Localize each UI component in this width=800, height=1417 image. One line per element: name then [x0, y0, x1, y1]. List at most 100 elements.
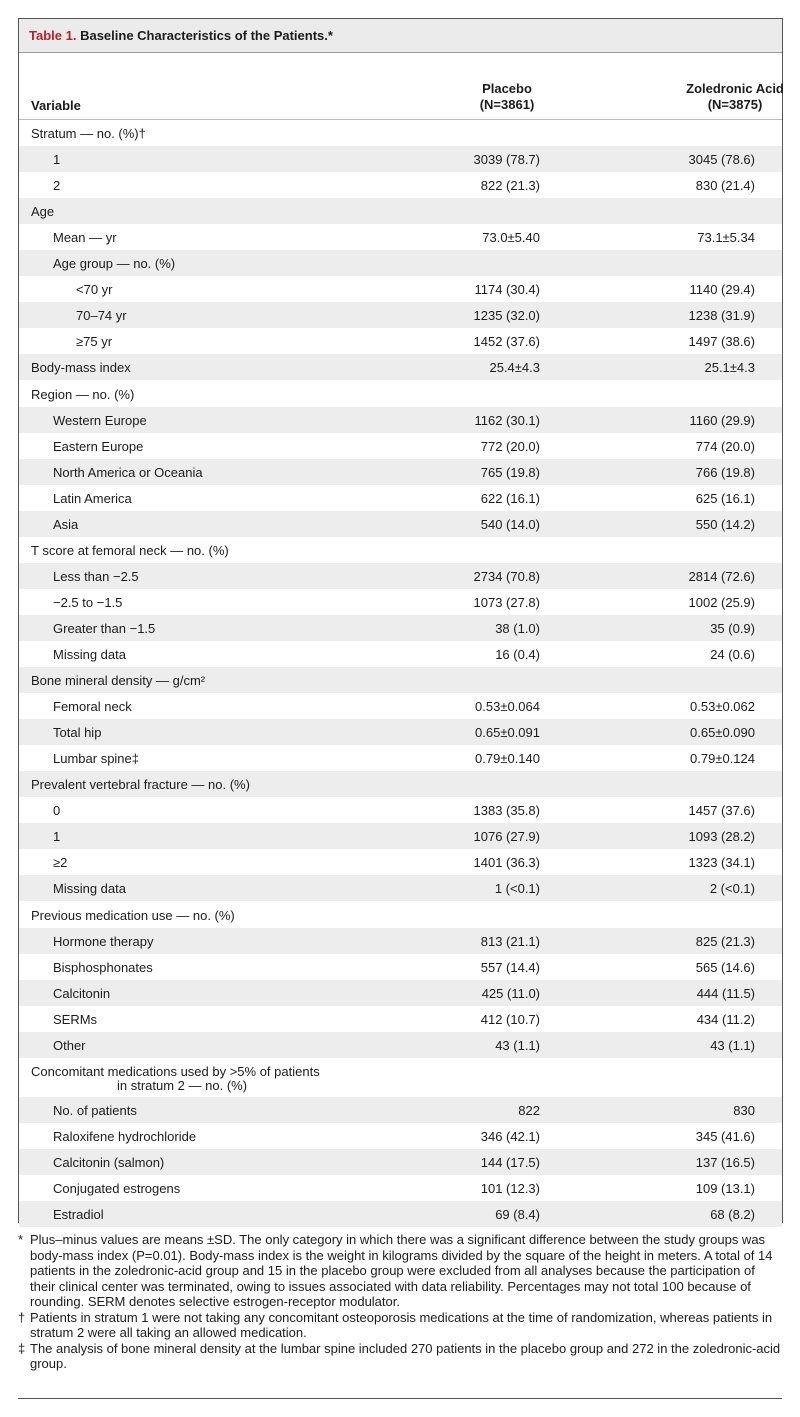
placebo-value: 73.0±5.40 — [482, 230, 540, 246]
zoledronic-value: 434 (11.2) — [696, 1011, 755, 1027]
placebo-value: 822 (21.3) — [480, 178, 540, 194]
placebo-value: 2734 (70.8) — [473, 568, 541, 584]
placebo-value: 0.79±0.140 — [475, 751, 540, 767]
zoledronic-value: 830 (21.4) — [695, 178, 755, 194]
table-row: North America or Oceania 765 (19.8) 766 (1… — [19, 458, 782, 485]
footnote-text: Plus–minus values are means ±SD. The onl… — [30, 1232, 773, 1309]
placebo-value: 346 (42.1) — [480, 1128, 540, 1144]
row-label: Prevalent vertebral fracture — no. (%) — [31, 777, 250, 793]
bottom-rule — [18, 1398, 782, 1399]
row-label: North America or Oceania — [53, 464, 203, 480]
header-variable: Variable — [31, 98, 81, 113]
zoledronic-value: 43 (1.1) — [710, 1037, 755, 1053]
footnote-2: † Patients in stratum 1 were not taking … — [18, 1310, 783, 1341]
table-row: Missing data 16 (0.4) 24 (0.6) — [19, 641, 782, 667]
row-label: Other — [53, 1037, 86, 1053]
placebo-value: 101 (12.3) — [480, 1180, 540, 1196]
footnote-text: The analysis of bone mineral density at … — [30, 1340, 781, 1372]
table-row: Asia 540 (14.0) 550 (14.2) — [19, 510, 782, 537]
footnote-symbol: ‡ — [18, 1340, 26, 1356]
placebo-value: 1162 (30.1) — [474, 412, 540, 428]
table-row: Less than −2.5 2734 (70.8) 2814 (72.6) — [19, 562, 782, 589]
placebo-value: 16 (0.4) — [495, 647, 540, 662]
zoledronic-value: 25.1±4.3 — [704, 360, 755, 376]
header-zoledronic: Zoledronic Acid (N=3875) — [667, 81, 800, 113]
table-row: Femoral neck 0.53±0.064 0.53±0.062 — [19, 693, 782, 719]
header-placebo-n: (N=3861) — [479, 97, 535, 112]
header-zoledronic-name: Zoledronic Acid — [686, 81, 784, 96]
zoledronic-value: 1093 (28.2) — [688, 829, 756, 845]
table-row: Previous medication use — no. (%) — [19, 902, 782, 928]
placebo-value: 1452 (37.6) — [473, 334, 541, 350]
placebo-value: 412 (10.7) — [480, 1011, 540, 1027]
table-row: Stratum — no. (%)† — [19, 120, 782, 146]
table-row: Age — [19, 198, 782, 225]
table-row: Eastern Europe 772 (20.0) 774 (20.0) — [19, 433, 782, 459]
row-label: Total hip — [53, 725, 102, 741]
placebo-value: 557 (14.4) — [480, 959, 540, 975]
row-label: 1 — [53, 829, 61, 845]
zoledronic-value: 73.1±5.34 — [697, 230, 755, 246]
placebo-value: 3039 (78.7) — [473, 152, 541, 168]
table-row: Other 43 (1.1) 43 (1.1) — [19, 1031, 782, 1058]
zoledronic-value: 24 (0.6) — [710, 647, 755, 662]
table-title-text: Baseline Characteristics of the Patients… — [80, 28, 333, 43]
footnote-symbol: * — [18, 1232, 24, 1247]
placebo-value: 813 (21.1) — [480, 933, 540, 949]
row-label: Body-mass index — [31, 360, 131, 376]
table-row: T score at femoral neck — no. (%) — [19, 537, 782, 563]
table-row: Missing data 1 (<0.1) 2 (<0.1) — [19, 875, 782, 902]
row-label: Stratum — no. (%)† — [31, 126, 146, 141]
table-row: 1 3039 (78.7) 3045 (78.6) — [19, 146, 782, 173]
row-label: ≥75 yr — [76, 334, 113, 350]
table-row: 0 1383 (35.8) 1457 (37.6) — [19, 797, 782, 823]
row-label: Missing data — [53, 647, 126, 662]
placebo-value: 25.4±4.3 — [489, 360, 540, 376]
placebo-value: 1073 (27.8) — [473, 594, 541, 610]
row-label: Latin America — [53, 490, 132, 506]
row-label: No. of patients — [53, 1102, 137, 1118]
row-label: Region — no. (%) — [31, 386, 135, 402]
zoledronic-value: 109 (13.1) — [695, 1180, 755, 1196]
table-row: 2 822 (21.3) 830 (21.4) — [19, 172, 782, 198]
placebo-value: 772 (20.0) — [480, 438, 540, 454]
table-row: Latin America 622 (16.1) 625 (16.1) — [19, 485, 782, 511]
row-label: Calcitonin — [53, 985, 111, 1001]
table-row: Western Europe 1162 (30.1) 1160 (29.9) — [19, 406, 782, 433]
row-label: 1 — [53, 152, 61, 168]
placebo-value: 1383 (35.8) — [473, 803, 541, 819]
placebo-value: 144 (17.5) — [480, 1154, 540, 1170]
row-label: 0 — [53, 803, 61, 819]
placebo-value: 1235 (32.0) — [473, 308, 541, 324]
zoledronic-value: 345 (41.6) — [695, 1128, 755, 1144]
zoledronic-value: 825 (21.3) — [695, 933, 755, 949]
placebo-value: 69 (8.4) — [495, 1207, 540, 1222]
row-label: Mean — yr — [53, 230, 117, 246]
row-label: Eastern Europe — [53, 438, 144, 454]
placebo-value: 622 (16.1) — [480, 490, 540, 506]
table-row: 1 1076 (27.9) 1093 (28.2) — [19, 823, 782, 850]
footnotes: * Plus–minus values are means ±SD. The o… — [18, 1232, 783, 1372]
row-label: Western Europe — [53, 412, 147, 428]
table-row: −2.5 to −1.5 1073 (27.8) 1002 (25.9) — [19, 589, 782, 615]
row-label: Lumbar spine‡ — [53, 751, 139, 767]
table-row: Age group — no. (%) — [19, 250, 782, 277]
placebo-value: 0.53±0.064 — [475, 699, 540, 715]
row-label: Bisphosphonates — [53, 959, 153, 975]
zoledronic-value: 1323 (34.1) — [688, 855, 756, 871]
zoledronic-value: 1140 (29.4) — [689, 282, 755, 298]
row-label: Conjugated estrogens — [53, 1180, 181, 1196]
table-row: <70 yr 1174 (30.4) 1140 (29.4) — [19, 276, 782, 302]
zoledronic-value: 1238 (31.9) — [688, 308, 756, 324]
placebo-value: 1 (<0.1) — [494, 881, 540, 897]
table-row: Bone mineral density — g/cm² — [19, 667, 782, 694]
table-row: Lumbar spine‡ 0.79±0.140 0.79±0.124 — [19, 745, 782, 771]
zoledronic-value: 0.79±0.124 — [690, 751, 755, 767]
zoledronic-value: 830 — [733, 1102, 755, 1118]
table-title-bar: Table 1. Baseline Characteristics of the… — [19, 19, 782, 53]
zoledronic-value: 1457 (37.6) — [688, 803, 756, 819]
zoledronic-value: 766 (19.8) — [695, 464, 755, 480]
row-label: Calcitonin (salmon) — [53, 1154, 165, 1170]
zoledronic-value: 1497 (38.6) — [688, 334, 756, 350]
table-row: Concomitant medications used by >5% of p… — [19, 1058, 782, 1097]
